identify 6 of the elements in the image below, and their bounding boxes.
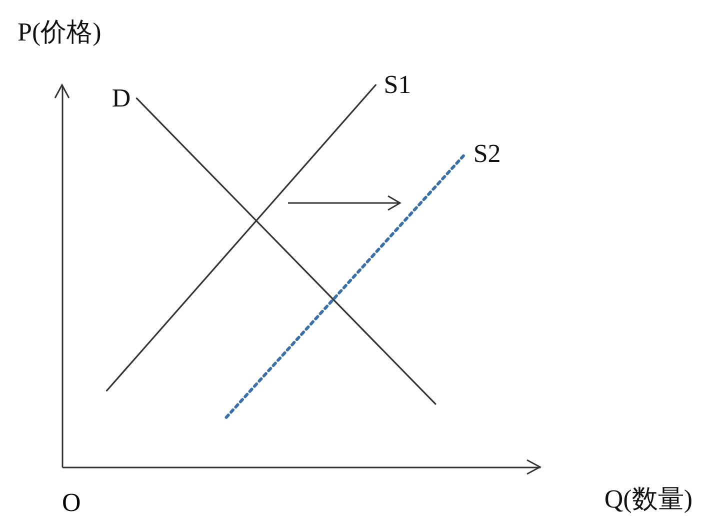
series-label: S2	[473, 138, 501, 168]
series-label: S1	[384, 70, 412, 99]
text: O	[62, 488, 81, 518]
legend-label: D	[112, 83, 131, 112]
y-axis-title: P(价格)	[18, 18, 102, 46]
x-axis-title: Q(数量)	[604, 484, 692, 514]
